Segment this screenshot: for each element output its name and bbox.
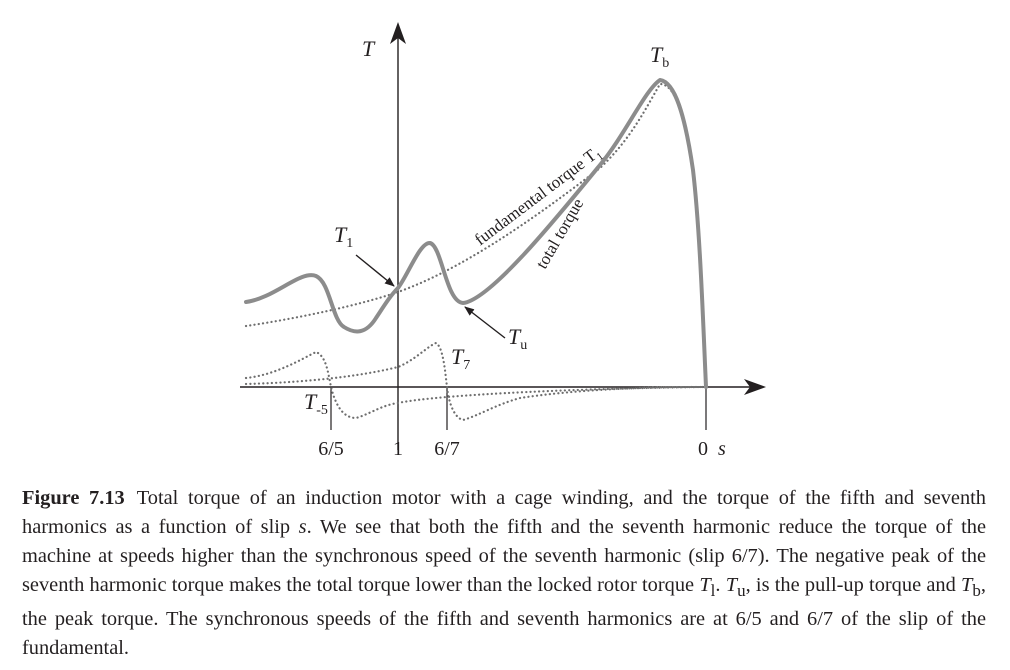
tu-label: Tu: [508, 324, 527, 353]
t1-label-sub: 1: [346, 236, 353, 251]
t7-label-main: T: [451, 344, 465, 369]
t7-label-sub: 7: [463, 358, 470, 373]
t-minus-5-label-main: T: [304, 389, 318, 414]
tb-label-sub: b: [662, 56, 669, 71]
seventh-harmonic-torque-curve: [244, 341, 706, 422]
caption-part2: . We see that both the fifth and the sev…: [22, 516, 986, 596]
fundamental-torque-curve: [244, 82, 708, 389]
caption-s: s: [298, 516, 307, 538]
t1-pointer-arrow: [355, 254, 395, 287]
fundamental-torque-label-sub: 1: [594, 150, 606, 163]
t-minus-5-label-sub: -5: [316, 403, 328, 418]
tick-label-1: 1: [393, 438, 403, 460]
tb-label: Tb: [650, 42, 669, 71]
tick-label-6-7: 6/7: [434, 438, 460, 460]
caption-part3: .: [715, 574, 726, 596]
fundamental-torque-label-main: fundamental torque T: [471, 145, 600, 249]
caption-figure-label: Figure 7.13: [22, 487, 125, 509]
t-axis-label: T: [362, 36, 376, 61]
t1-label: T1: [334, 222, 353, 251]
caption-part5: , the peak torque. The synchronous speed…: [22, 574, 986, 660]
torque-slip-figure: T s 6/5 1 6/7 0 Tb T1 Tu T7 T-5 fundamen…: [240, 22, 766, 460]
total-torque-curve: [244, 78, 708, 389]
caption-tb: T: [961, 574, 973, 596]
caption-tu-sub: u: [737, 581, 746, 601]
t7-label: T7: [451, 344, 470, 373]
tu-pointer-arrow: [464, 306, 506, 339]
s-axis-arrowhead: [744, 379, 766, 395]
tick-label-6-5: 6/5: [318, 438, 344, 460]
caption-t1: T: [699, 574, 711, 596]
tb-label-main: T: [650, 42, 664, 67]
t-minus-5-label: T-5: [304, 389, 328, 418]
tick-label-0: 0: [698, 438, 708, 460]
s-axis-label: s: [718, 438, 726, 460]
caption-part4: , is the pull-up torque and: [745, 574, 962, 596]
tu-label-sub: u: [520, 338, 527, 353]
t-axis-arrowhead: [390, 22, 406, 44]
t1-label-main: T: [334, 222, 348, 247]
fundamental-torque-label: fundamental torque T1: [471, 142, 606, 251]
caption-tu: T: [725, 574, 738, 596]
tu-label-main: T: [508, 324, 522, 349]
caption-tb-sub: b: [972, 581, 981, 601]
caption-t1-sub: l: [710, 581, 716, 601]
caption-part1: Total torque of an induction motor with …: [22, 487, 987, 538]
figure-caption: Figure 7.13 Total torque of an induction …: [22, 484, 986, 663]
